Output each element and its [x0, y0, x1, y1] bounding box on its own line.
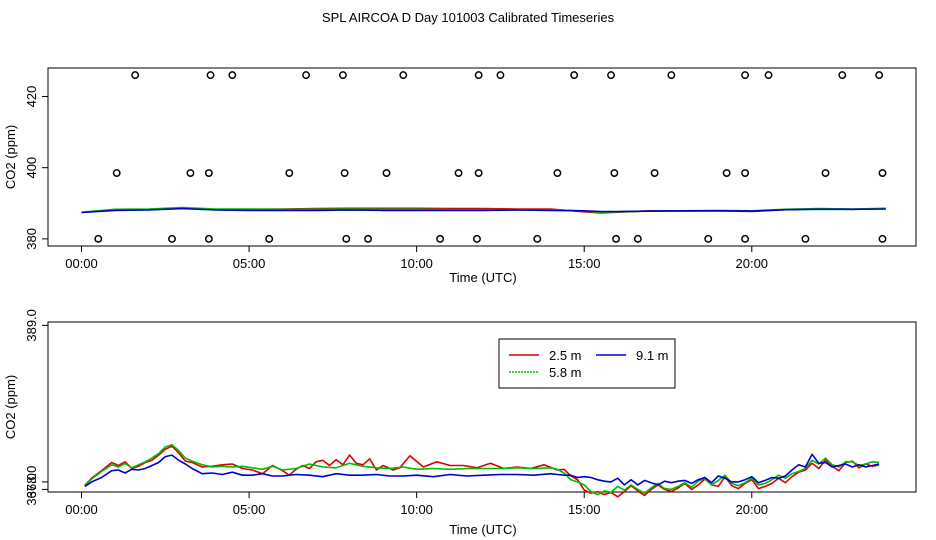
scatter-point: [228, 71, 237, 80]
top-series-group: [81, 206, 886, 214]
scatter-point: [206, 71, 215, 80]
scatter-point: [533, 234, 542, 243]
scatter-point: [382, 169, 391, 177]
top-y-axis-label: CO2 (ppm): [3, 125, 18, 189]
top-y-tick-label: 400: [24, 157, 39, 179]
top-x-axis: 00:00 05:00 10:00 15:00 20:00: [65, 246, 768, 271]
scatter-point: [285, 169, 294, 177]
top-x-tick-label: 10:00: [400, 256, 433, 271]
top-y-tick-label: 380: [24, 228, 39, 250]
scatter-point: [741, 234, 750, 243]
scatter-point: [168, 234, 176, 243]
scatter-point: [474, 169, 483, 177]
scatter-point: [186, 169, 195, 177]
scatter-point: [741, 169, 750, 177]
scatter-point: [342, 234, 351, 243]
legend-label-2-5m: 2.5 m: [549, 348, 582, 363]
scatter-point: [474, 71, 483, 80]
scatter-point: [436, 234, 445, 243]
scatter-point: [553, 169, 562, 177]
scatter-point: [340, 169, 349, 177]
top-series-9-1-m-line: [81, 207, 886, 214]
scatter-point: [364, 234, 373, 243]
scatter-point: [610, 169, 619, 177]
scatter-point: [875, 71, 884, 80]
scatter-point: [878, 169, 887, 177]
bottom-y-tick-label: 389.0: [24, 309, 39, 342]
scatter-point: [801, 234, 810, 243]
scatter-point: [204, 234, 213, 243]
scatter-point: [633, 234, 642, 243]
scatter-point: [302, 71, 311, 80]
top-x-axis-label: Time (UTC): [449, 270, 516, 285]
bottom-series-group: [84, 443, 880, 498]
scatter-point: [454, 169, 463, 177]
bottom-series-9-1-m-line: [84, 453, 880, 488]
figure-title: SPL AIRCOA D Day 101003 Calibrated Times…: [322, 10, 615, 25]
top-x-tick-label: 00:00: [65, 256, 98, 271]
bottom-y-axis-label: CO2 (ppm): [3, 375, 18, 439]
top-x-tick-label: 15:00: [568, 256, 601, 271]
top-scatter-group: [94, 71, 887, 243]
scatter-point: [722, 169, 731, 177]
scatter-point: [607, 71, 615, 80]
scatter-point: [112, 169, 121, 177]
bottom-x-tick-label: 15:00: [568, 502, 601, 517]
legend-label-9-1m: 9.1 m: [636, 348, 669, 363]
scatter-point: [94, 234, 103, 243]
scatter-point: [338, 71, 347, 80]
bottom-x-tick-label: 10:00: [400, 502, 433, 517]
top-plot-frame: [47, 67, 917, 247]
scatter-point: [131, 71, 140, 80]
scatter-point: [821, 169, 830, 177]
top-x-tick-label: 05:00: [233, 256, 266, 271]
scatter-point: [399, 71, 408, 80]
scatter-point: [204, 169, 213, 177]
top-x-tick-label: 20:00: [736, 256, 769, 271]
bottom-y-tick-label: 368.0: [24, 466, 39, 499]
scatter-point: [704, 234, 713, 243]
bottom-x-tick-label: 05:00: [233, 502, 266, 517]
scatter-point: [570, 71, 579, 80]
bottom-x-tick-label: 00:00: [65, 502, 98, 517]
scatter-point: [667, 71, 676, 80]
bottom-x-tick-label: 20:00: [736, 502, 769, 517]
scatter-point: [612, 234, 621, 243]
scatter-point: [878, 234, 887, 243]
scatter-point: [838, 71, 847, 80]
scatter-point: [265, 234, 274, 243]
bottom-plot-frame: [47, 321, 917, 493]
bottom-series-2-5-m-line: [84, 445, 880, 498]
legend-box: [498, 338, 676, 389]
bottom-x-axis: 00:00 05:00 10:00 15:00 20:00: [65, 492, 768, 517]
top-y-tick-label: 420: [24, 86, 39, 108]
bottom-y-tick-label: 367.0: [24, 473, 39, 506]
legend-label-5-8m: 5.8 m: [549, 365, 582, 380]
top-y-axis: 380 400 420: [24, 86, 48, 250]
scatter-point: [741, 71, 750, 80]
scatter-point: [764, 71, 773, 80]
bottom-x-axis-label: Time (UTC): [449, 522, 516, 537]
bottom-series-5-8-m-line: [84, 443, 880, 496]
scatter-point: [473, 234, 481, 243]
scatter-point: [496, 71, 505, 80]
scatter-point: [650, 169, 659, 177]
top-panel: 380 400 420 00:00 05:00 10:00 15:00 20:00 Time…: [3, 67, 917, 285]
legend: 2.5 m 9.1 m 5.8 m: [498, 338, 676, 389]
